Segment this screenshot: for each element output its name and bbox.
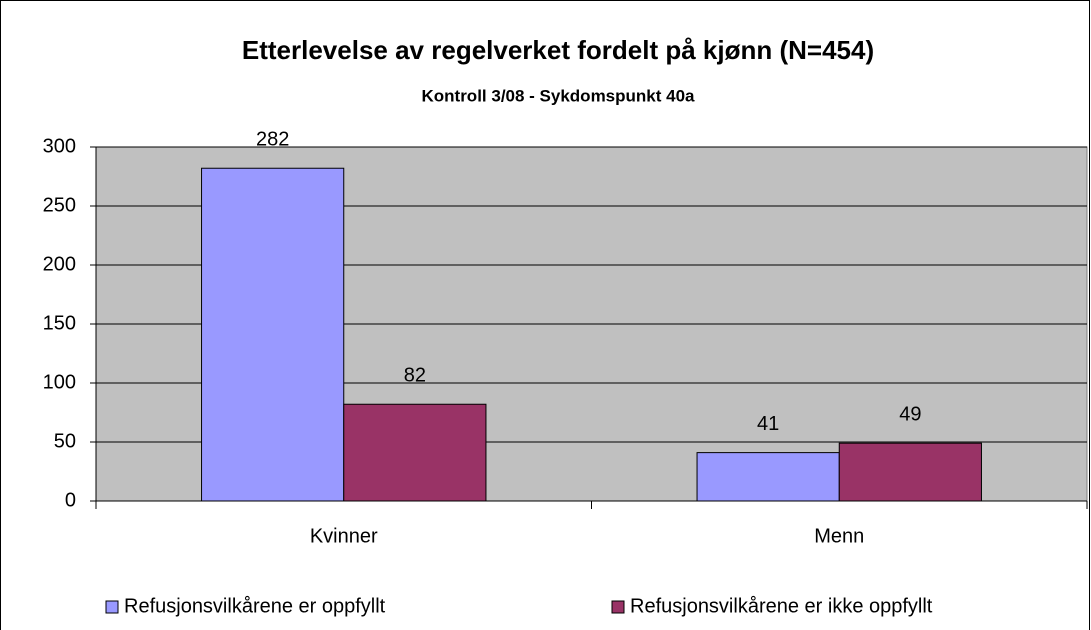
y-tick-label: 150 [43,312,76,334]
y-tick-label: 50 [54,430,76,452]
y-tick-label: 100 [43,371,76,393]
chart-title: Etterlevelse av regelverket fordelt på k… [242,35,874,65]
legend-label: Refusjonsvilkårene er ikke oppfyllt [630,595,933,617]
chart-subtitle: Kontroll 3/08 - Sykdomspunkt 40a [421,86,695,105]
legend-label: Refusjonsvilkårene er oppfyllt [124,595,386,617]
bar [201,167,345,502]
legend-swatch [611,600,625,614]
y-tick-label: 250 [43,194,76,216]
bar [838,442,982,502]
y-tick-label: 300 [43,135,76,157]
bar [343,403,487,502]
legend-swatch [105,600,119,614]
data-label: 282 [256,129,289,151]
data-label: 41 [757,413,779,435]
data-label: 82 [404,365,426,387]
y-tick-label: 0 [65,489,76,511]
bar [696,452,840,502]
x-tick-label: Kvinner [310,525,378,547]
x-tick-label: Menn [814,525,864,547]
y-tick-label: 200 [43,253,76,275]
data-label: 49 [899,403,921,425]
